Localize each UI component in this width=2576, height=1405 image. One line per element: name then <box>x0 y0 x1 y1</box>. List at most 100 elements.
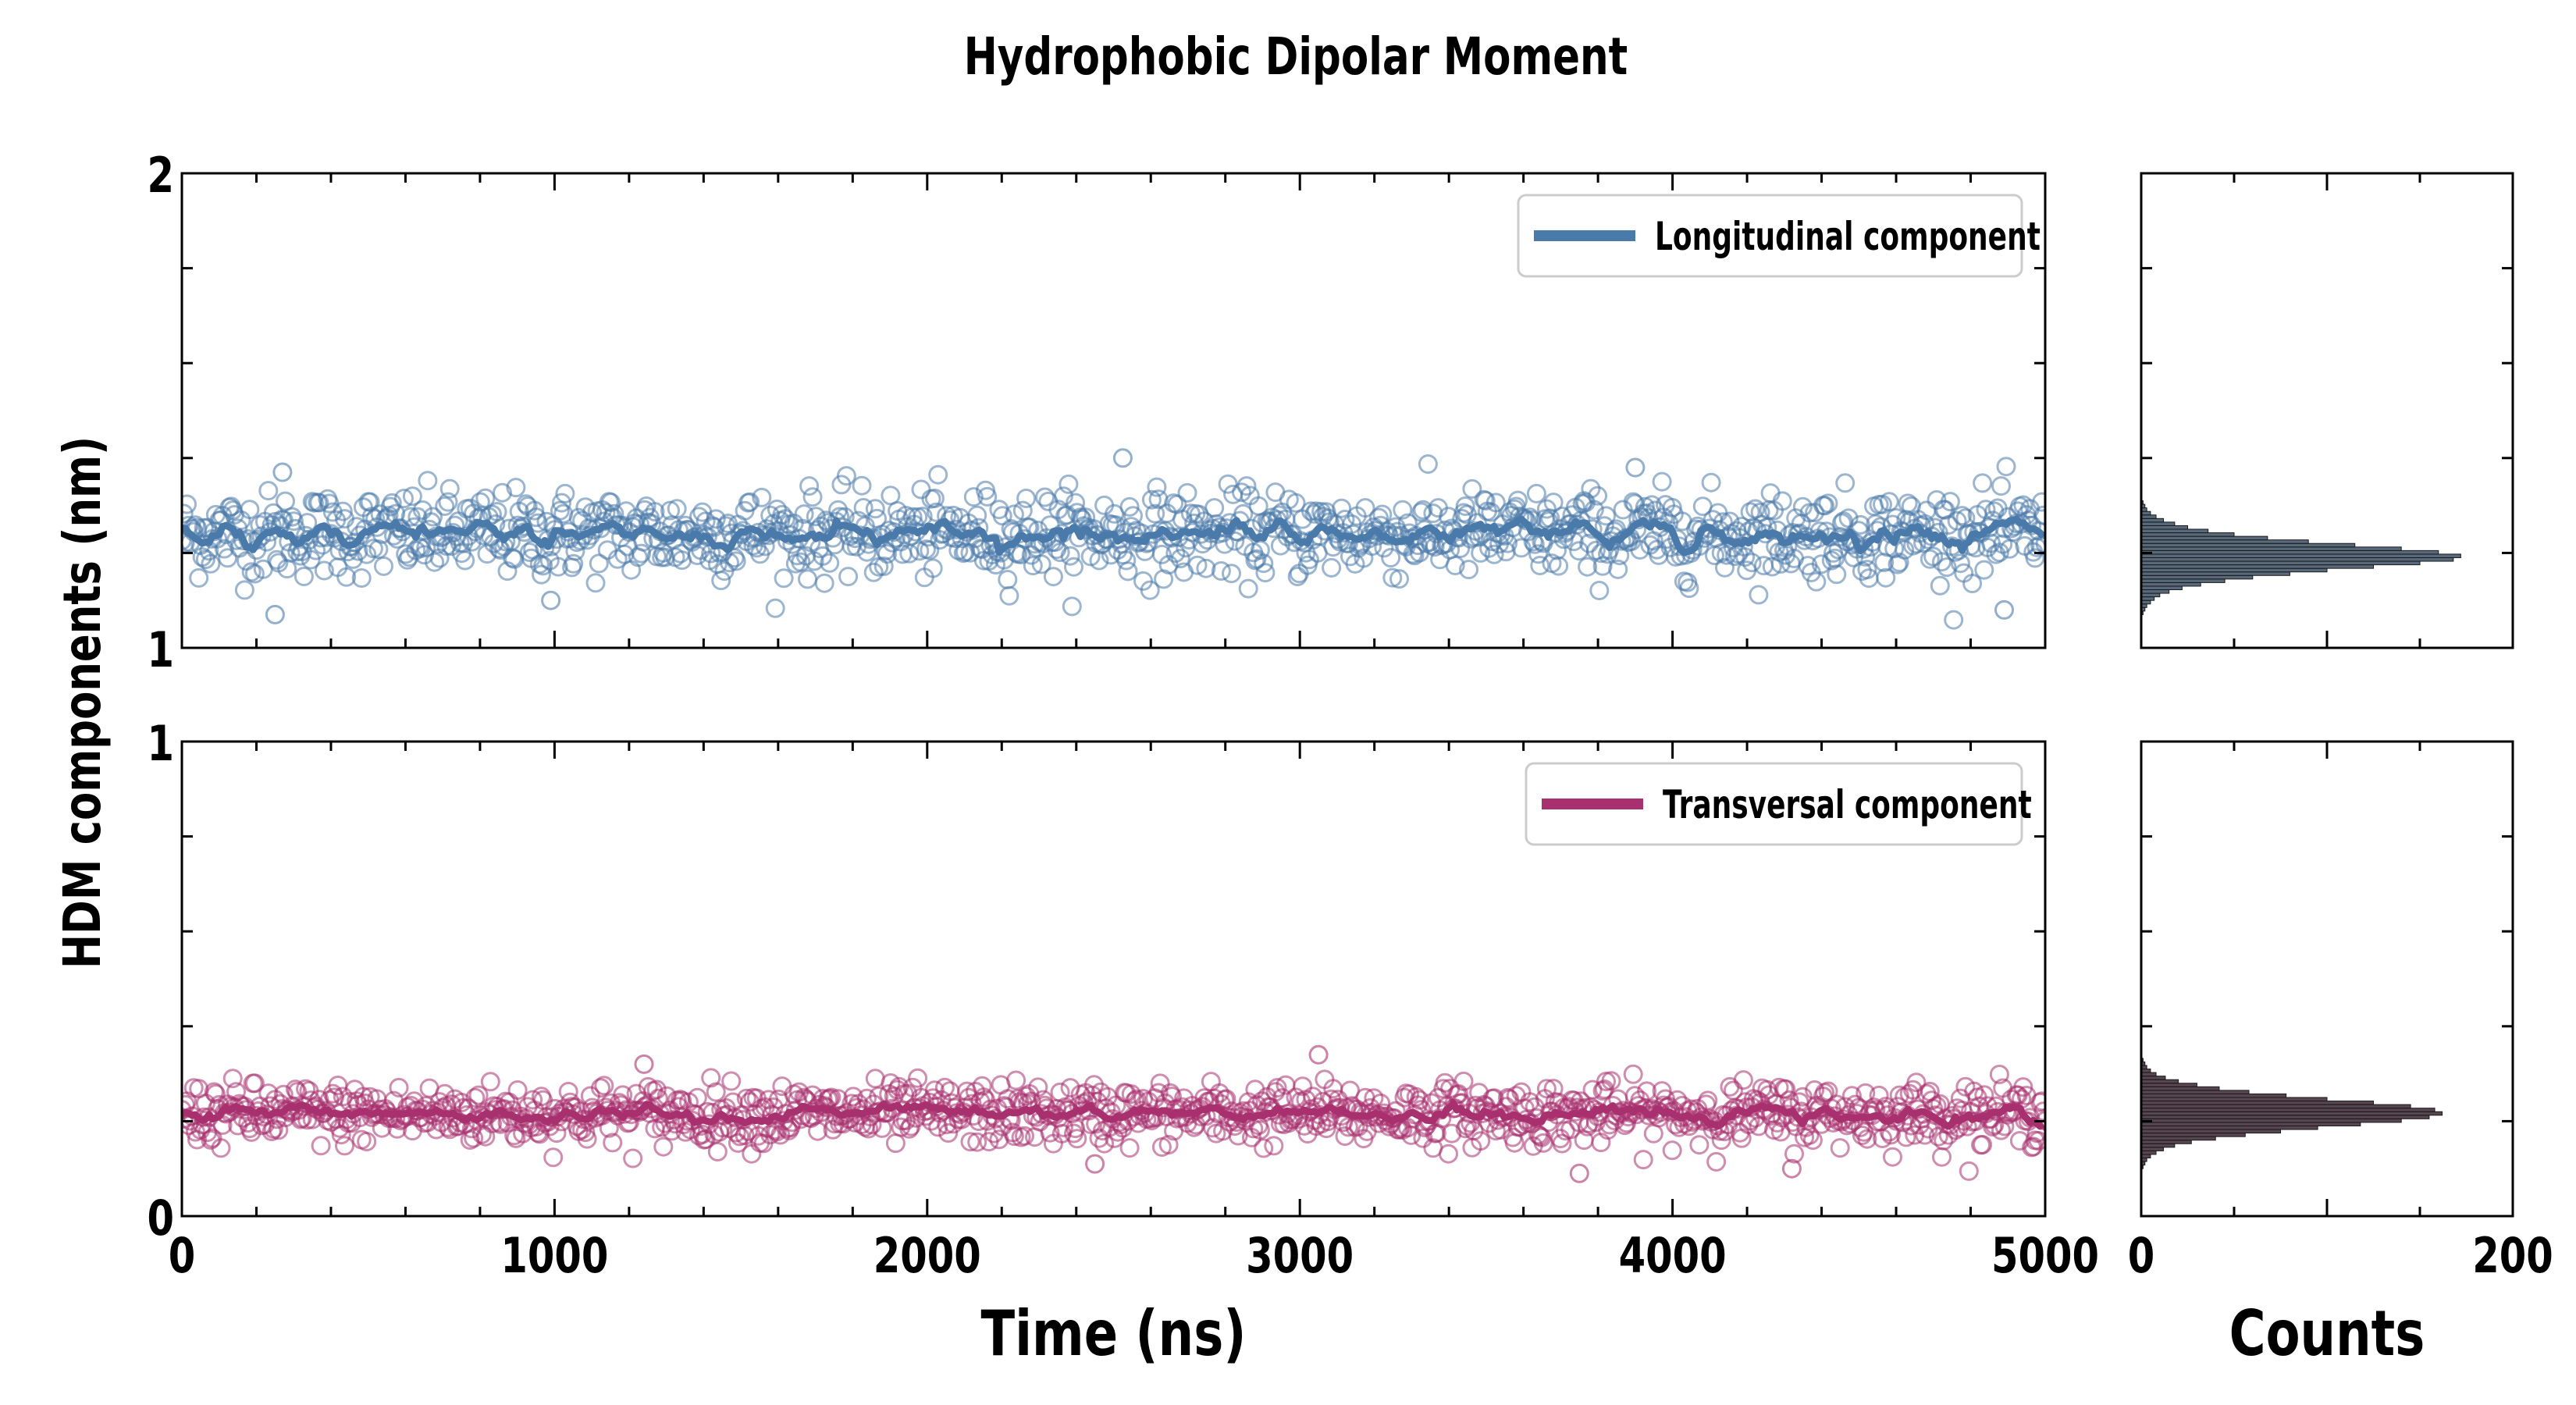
data-point <box>1879 492 1899 512</box>
data-point <box>1204 498 1225 518</box>
data-point <box>1158 555 1179 574</box>
data-point <box>1211 561 1231 581</box>
data-point <box>934 1077 955 1097</box>
data-point <box>1147 477 1167 497</box>
data-point <box>1591 543 1611 564</box>
histogram-bar <box>2140 1136 2216 1141</box>
data-point <box>1236 476 1257 496</box>
data-point <box>1015 1126 1034 1146</box>
data-point-outlier <box>634 1054 654 1074</box>
data-point <box>740 492 760 512</box>
histogram-bar <box>2140 567 2328 573</box>
data-point <box>1827 564 1847 585</box>
transversal-running-mean-line <box>182 1100 2045 1130</box>
data-point <box>632 543 652 564</box>
data-point <box>667 499 687 519</box>
data-point <box>1459 560 1478 580</box>
data-point <box>1053 486 1073 507</box>
data-point <box>1543 1079 1564 1099</box>
histogram-bar <box>2140 1108 2435 1112</box>
data-point <box>767 1122 787 1142</box>
data-point <box>1874 553 1895 572</box>
data-point <box>736 1088 756 1108</box>
data-point <box>565 541 585 561</box>
data-point-outlier <box>1112 448 1133 468</box>
x-tick-label: 4000 <box>1619 1229 1727 1285</box>
data-point <box>1809 521 1830 542</box>
data-point <box>998 570 1018 589</box>
data-point <box>902 507 923 527</box>
data-point <box>838 567 859 587</box>
histogram-bar <box>2140 1154 2151 1159</box>
histogram-bar <box>2140 578 2226 583</box>
data-point <box>202 528 222 549</box>
data-point <box>382 493 402 513</box>
data-point <box>211 1138 231 1158</box>
data-point <box>1994 1116 2015 1136</box>
data-point <box>1332 498 1352 518</box>
histogram-bar <box>2140 1097 2328 1102</box>
data-point <box>672 1090 692 1111</box>
data-point <box>182 494 197 514</box>
histogram-bar <box>2140 1118 2402 1123</box>
data-point <box>470 492 490 512</box>
y-tick-label: 2 <box>147 148 174 205</box>
data-point <box>808 1121 827 1141</box>
histogram-bar <box>2140 1133 2246 1137</box>
data-point <box>967 505 987 525</box>
data-point <box>493 482 512 503</box>
histogram-bar <box>2140 1083 2197 1087</box>
histogram-bar <box>2140 596 2155 601</box>
data-point <box>623 1148 643 1168</box>
data-point <box>441 536 461 557</box>
data-point <box>1286 493 1306 513</box>
data-point <box>218 548 238 568</box>
data-point <box>1372 504 1393 525</box>
data-point <box>1623 492 1643 512</box>
data-point <box>687 546 707 565</box>
data-point <box>1031 554 1051 574</box>
data-point <box>461 532 482 552</box>
data-point <box>1530 556 1550 575</box>
data-point <box>506 478 526 498</box>
histogram-bar <box>2140 589 2170 594</box>
data-point <box>1170 549 1190 569</box>
data-point <box>977 486 998 507</box>
data-point <box>1989 1065 2009 1084</box>
data-point <box>687 1087 707 1108</box>
data-point <box>286 1080 305 1100</box>
data-point <box>1413 1128 1433 1148</box>
panel-longitudinal: 1 2 Longitudinal component <box>147 148 2514 678</box>
data-point <box>820 553 840 573</box>
data-point <box>720 553 739 573</box>
x-tick-label: 3000 <box>1246 1229 1354 1285</box>
x-tick-label: 0 <box>169 1229 196 1285</box>
data-point <box>1119 496 1140 517</box>
data-point <box>863 562 884 582</box>
histogram-bar <box>2140 528 2209 534</box>
data-point-outlier <box>272 462 293 482</box>
data-point <box>963 487 984 507</box>
x-tick-label: 5000 <box>1991 1229 2099 1285</box>
histogram-bar <box>2140 521 2176 526</box>
data-point <box>1579 533 1599 553</box>
data-point <box>1119 1138 1140 1158</box>
data-point <box>1633 1150 1653 1170</box>
data-point <box>1158 1135 1179 1154</box>
data-point-outlier <box>541 590 561 610</box>
data-point <box>577 1129 597 1149</box>
data-point <box>1520 1092 1540 1112</box>
data-point <box>1581 478 1601 499</box>
data-point <box>862 1115 882 1135</box>
data-point <box>984 533 1004 553</box>
data-point <box>613 1085 633 1105</box>
legend-label: Transversal component <box>1663 783 2032 827</box>
data-point <box>1906 1072 1927 1093</box>
transversal-axes-frame <box>180 740 2047 1218</box>
histogram-bar <box>2140 571 2290 576</box>
data-point <box>1418 454 1438 474</box>
data-point <box>1835 473 1856 493</box>
data-point <box>999 585 1019 606</box>
data-point <box>2035 534 2045 554</box>
